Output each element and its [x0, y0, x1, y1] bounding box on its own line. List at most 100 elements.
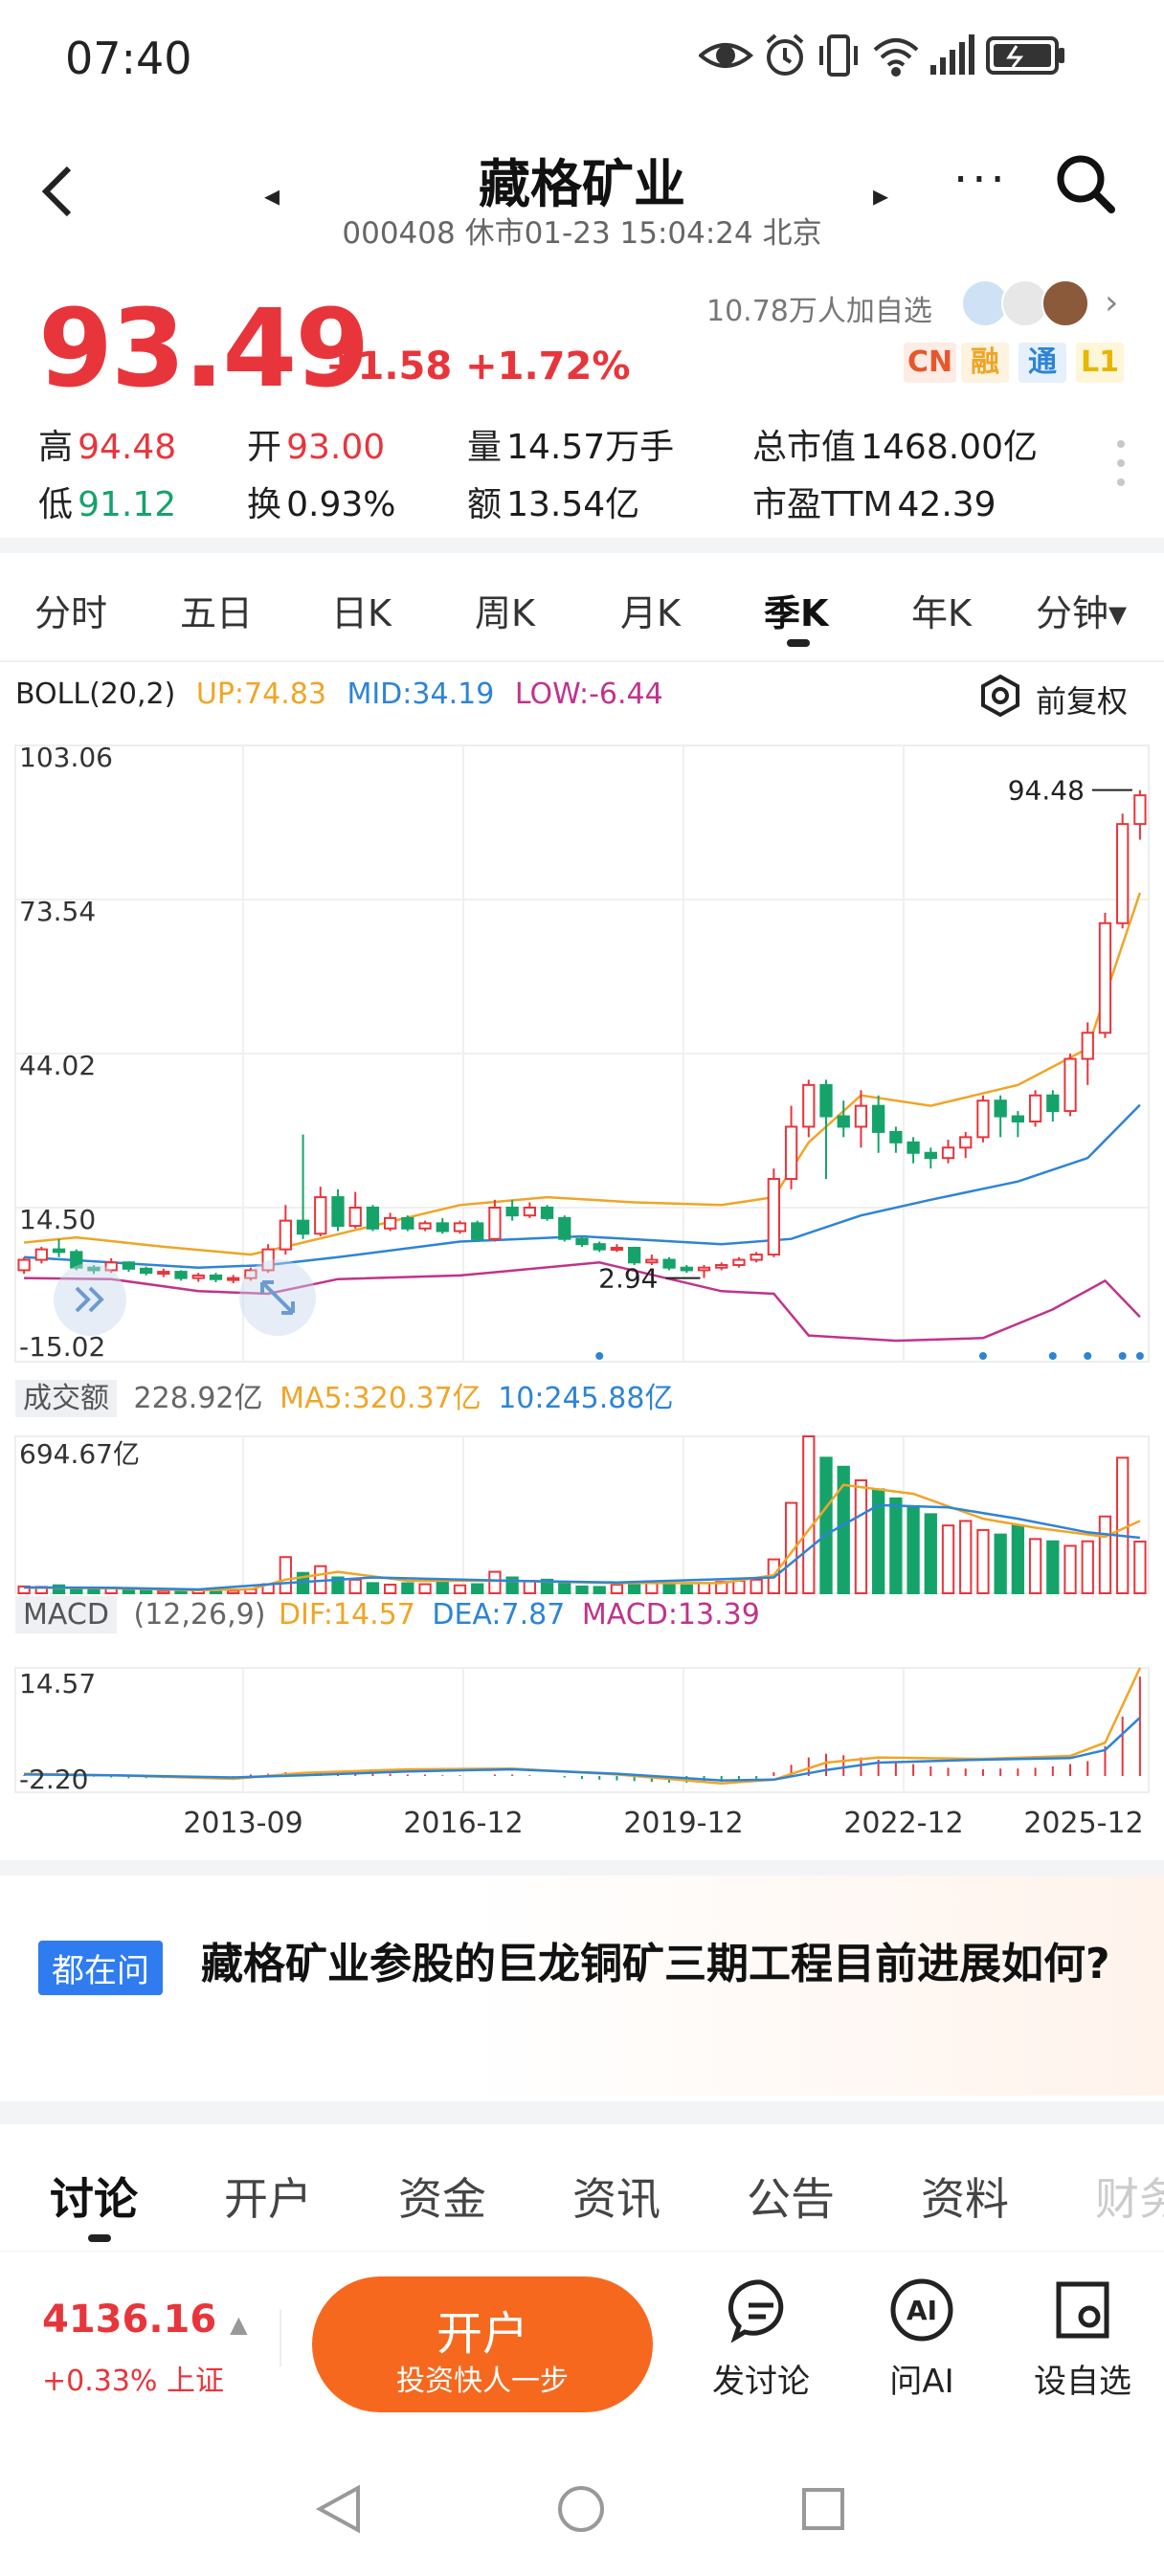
adjust-button[interactable]: 前复权 — [978, 670, 1151, 720]
candle-body — [662, 1258, 676, 1269]
candle-body — [209, 1274, 223, 1280]
tab-intraday[interactable]: 分时 — [34, 592, 108, 634]
tab-quarterly-k[interactable]: 季K — [764, 592, 829, 634]
tab-news[interactable]: 资讯 — [572, 2173, 660, 2225]
x-axis-label: 2013-09 — [183, 1807, 302, 1840]
next-stock-button[interactable]: ▸ — [873, 177, 889, 213]
volume-bar — [1116, 1456, 1130, 1595]
tag-margin[interactable]: 融 — [961, 343, 1009, 383]
avatar — [1041, 279, 1089, 327]
candle-body — [959, 1136, 973, 1149]
stat-high: 高 94.48 — [38, 428, 177, 467]
boll-up-line — [23, 892, 1142, 1256]
candle-body — [418, 1222, 432, 1230]
candle-body — [348, 1207, 362, 1228]
index-value[interactable]: 4136.16 ▲ — [42, 2298, 248, 2342]
tab-yearly-k[interactable]: 年K — [911, 592, 972, 634]
volume-ma5-line — [24, 1483, 1141, 1592]
news-title[interactable]: 藏格矿业参股的巨龙铜矿三期工程目前进展如何? — [201, 1940, 1110, 1988]
candle-body — [1063, 1057, 1077, 1113]
tab-funds[interactable]: 资金 — [398, 2173, 486, 2225]
back-button[interactable] — [38, 163, 77, 231]
candle-body — [401, 1216, 414, 1230]
tag-l1[interactable]: L1 — [1076, 343, 1124, 383]
volume-bar — [784, 1501, 798, 1594]
news-card[interactable]: 藏格矿业参股的巨龙铜矿三期工程目前进展如何? 都在问 — [0, 1876, 1164, 2096]
more-button[interactable]: ··· — [953, 153, 1009, 207]
candle-body — [750, 1254, 763, 1261]
volume-bar — [157, 1589, 170, 1594]
volume-bar — [227, 1589, 240, 1594]
tag-connect[interactable]: 通 — [1018, 343, 1066, 383]
svg-text:AI: AI — [907, 2295, 937, 2326]
volume-ma10-line — [24, 1503, 1141, 1591]
bottom-action-bar: 4136.16 ▲ +0.33% 上证 开户 投资快人一步 发讨论 AI 问AI… — [0, 2251, 1164, 2414]
index-change[interactable]: +0.33% 上证 — [42, 2365, 224, 2398]
ask-ai-button[interactable]: AI 问AI — [860, 2276, 984, 2402]
x-axis-label: 2022-12 — [843, 1807, 963, 1840]
volume-legend[interactable]: 成交额 228.92亿 MA5:320.37亿 10:245.88亿 — [15, 1374, 673, 1417]
expand-left-button[interactable] — [54, 1263, 126, 1336]
prev-stock-button[interactable]: ◂ — [264, 177, 280, 213]
tab-daily-k[interactable]: 日K — [331, 592, 392, 634]
volume-bar — [941, 1524, 955, 1594]
tab-weekly-k[interactable]: 周K — [475, 592, 535, 634]
candle-body — [1133, 794, 1147, 826]
volume-bar — [627, 1582, 641, 1594]
open-account-button[interactable]: 开户 投资快人一步 — [312, 2276, 653, 2412]
add-watchlist-button[interactable]: 设自选 — [1020, 2276, 1145, 2402]
post-discussion-button[interactable]: 发讨论 — [699, 2276, 823, 2402]
volume-bar — [418, 1583, 432, 1594]
tab-profile[interactable]: 资料 — [921, 2173, 1009, 2225]
candle-body — [593, 1243, 606, 1251]
volume-bar — [540, 1578, 554, 1595]
status-icons — [697, 33, 1101, 80]
kline-chart[interactable]: 103.06 73.54 44.02 14.50 -15.02 694.67亿 14.57 -… — [0, 718, 1164, 1895]
event-dot — [1084, 1352, 1092, 1360]
volume-bar — [1081, 1540, 1094, 1595]
tab-five-day[interactable]: 五日 — [180, 592, 254, 634]
stat-amount: 额 13.54亿 — [467, 485, 640, 524]
macd-axis-label: 14.57 — [19, 1668, 96, 1699]
event-dot — [1118, 1352, 1127, 1360]
more-stats-handle[interactable] — [1114, 436, 1128, 490]
eye-icon — [697, 43, 754, 68]
stat-open: 开 93.00 — [247, 428, 386, 467]
tag-cn[interactable]: CN — [904, 343, 957, 383]
candle-body — [227, 1277, 240, 1281]
volume-bar — [383, 1584, 397, 1594]
followers-count[interactable]: 10.78万人加自选 — [706, 295, 932, 328]
candle-body — [941, 1146, 955, 1160]
candle-body — [383, 1216, 397, 1230]
boll-legend[interactable]: BOLL(20,2) UP:74.83 MID:34.19 LOW:-6.44 — [15, 677, 663, 711]
volume-bar — [802, 1435, 816, 1594]
tab-financials[interactable]: 财务 — [1095, 2173, 1164, 2225]
search-button[interactable] — [1055, 153, 1115, 213]
chart-pane-frame — [14, 1667, 1150, 1793]
tab-minute[interactable]: 分钟▾ — [1036, 592, 1128, 634]
volume-bar — [453, 1584, 467, 1594]
volume-bar — [523, 1580, 537, 1595]
double-chevron-right-icon — [75, 1286, 104, 1313]
tab-discussion[interactable]: 讨论 — [50, 2173, 138, 2225]
tab-announcements[interactable]: 公告 — [747, 2173, 835, 2225]
x-axis-label: 2016-12 — [403, 1807, 523, 1840]
followers-arrow-icon[interactable]: › — [1105, 283, 1119, 322]
candle-body — [627, 1246, 641, 1264]
macd-legend[interactable]: MACD (12,26,9) DIF:14.57 DEA:7.87 MACD:1… — [15, 1596, 760, 1633]
candle-body — [70, 1251, 83, 1269]
candle-body — [191, 1274, 205, 1279]
tab-open-account[interactable]: 开户 — [224, 2173, 312, 2225]
min-price-label: 2.94 — [598, 1263, 658, 1295]
tab-monthly-k[interactable]: 月K — [620, 592, 681, 634]
volume-bar — [994, 1533, 1007, 1595]
candle-body — [732, 1258, 746, 1266]
candle-body — [261, 1248, 275, 1272]
candle-body — [174, 1271, 188, 1279]
candle-body — [314, 1196, 327, 1235]
candle-body — [837, 1115, 850, 1128]
stock-subtitle: 000408 休市01-23 15:04:24 北京 — [342, 216, 822, 251]
fullscreen-button[interactable] — [239, 1259, 316, 1336]
candle-body — [697, 1266, 711, 1272]
active-tab-indicator — [88, 2234, 111, 2242]
